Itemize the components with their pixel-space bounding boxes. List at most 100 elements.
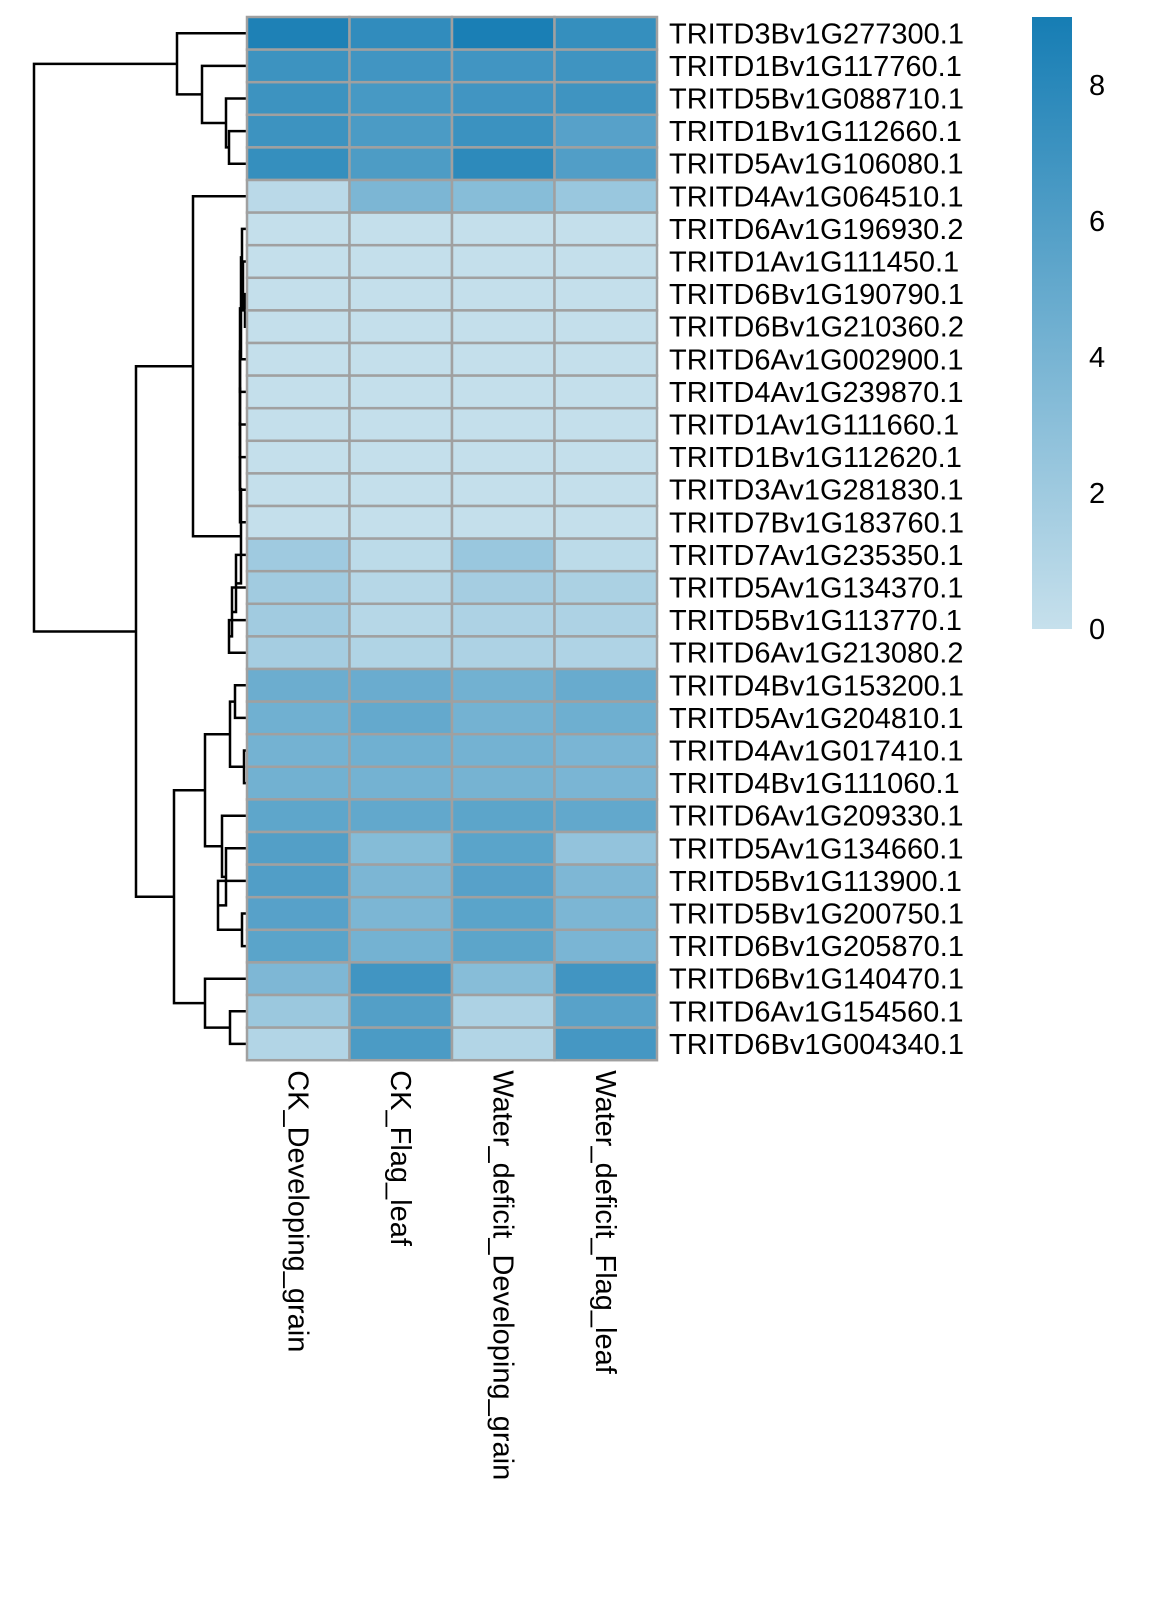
heatmap-cell — [245, 602, 351, 638]
heatmap-cell — [450, 341, 556, 377]
legend-tick-label: 0 — [1089, 614, 1105, 646]
heatmap-cell — [348, 961, 454, 997]
heatmap-cell — [348, 439, 454, 475]
dendrogram-branch — [203, 977, 247, 1029]
heatmap-cell — [553, 211, 659, 247]
heatmap-cell — [348, 537, 454, 573]
row-label: TRITD1Av1G111450.1 — [669, 247, 959, 279]
row-label: TRITD5Bv1G088710.1 — [669, 84, 964, 116]
row-label: TRITD1Bv1G117760.1 — [669, 51, 962, 83]
row-labels: TRITD3Bv1G277300.1TRITD1Bv1G117760.1TRIT… — [669, 18, 964, 1061]
heatmap-cell — [245, 276, 351, 312]
row-label: TRITD4Av1G064510.1 — [669, 181, 963, 213]
heatmap-cell — [348, 667, 454, 703]
heatmap-cell — [245, 504, 351, 540]
heatmap-cell — [348, 48, 454, 84]
heatmap-cell — [245, 439, 351, 475]
heatmap-cell — [450, 732, 556, 769]
heatmap-cell — [450, 178, 556, 214]
heatmap-cell — [245, 1026, 351, 1062]
column-label: Water_deficit_Developing_grain — [486, 1070, 518, 1480]
row-label: TRITD6Av1G154560.1 — [669, 996, 963, 1028]
heatmap-cell — [348, 80, 454, 117]
heatmap-cell — [245, 178, 351, 214]
row-label: TRITD5Bv1G113900.1 — [669, 866, 962, 898]
heatmap-cell — [553, 80, 659, 117]
heatmap-cell — [553, 993, 659, 1029]
heatmap-cell — [245, 48, 351, 84]
row-label: TRITD4Bv1G153200.1 — [669, 670, 964, 702]
heatmap-cell — [553, 48, 659, 84]
dendrogram-branch — [228, 700, 244, 769]
heatmap-cell — [553, 635, 659, 671]
heatmap-cell — [450, 537, 556, 573]
dendrogram-branch — [233, 684, 247, 720]
heatmap-cell — [245, 113, 351, 149]
heatmap-cell — [348, 993, 454, 1029]
row-label: TRITD6Bv1G190790.1 — [669, 279, 964, 311]
heatmap-cell — [553, 895, 659, 932]
legend-color-bar — [1032, 17, 1072, 629]
row-label: TRITD5Av1G134370.1 — [669, 573, 963, 605]
row-dendrogram — [32, 32, 247, 1046]
heatmap-cell — [348, 309, 454, 345]
row-label: TRITD6Av1G209330.1 — [669, 801, 963, 833]
row-label: TRITD5Bv1G113770.1 — [669, 605, 962, 637]
heatmap-cell — [450, 635, 556, 671]
dendrogram-branch — [229, 586, 247, 638]
heatmap-cell — [348, 863, 454, 899]
dendrogram-branch — [134, 365, 193, 898]
row-label: TRITD6Bv1G140470.1 — [669, 964, 964, 996]
row-label: TRITD4Av1G017410.1 — [669, 736, 963, 768]
heatmap-cell — [245, 243, 351, 280]
heatmap-cell — [553, 1026, 659, 1062]
dendrogram-branch — [227, 129, 247, 165]
heatmap-cell — [348, 276, 454, 312]
heatmap-cell — [245, 80, 351, 117]
heatmap-cell — [450, 48, 556, 84]
heatmap-cell — [450, 765, 556, 801]
row-label: TRITD6Bv1G210360.2 — [669, 312, 964, 344]
heatmap-cell — [348, 928, 454, 964]
row-label: TRITD7Bv1G183760.1 — [669, 507, 964, 539]
heatmap-cell — [348, 406, 454, 443]
heatmap-cell — [450, 895, 556, 932]
heatmap-cell — [450, 113, 556, 149]
heatmap-cell — [450, 276, 556, 312]
heatmap-cell — [245, 798, 351, 834]
heatmap-cell — [450, 309, 556, 345]
row-label: TRITD1Bv1G112620.1 — [669, 442, 962, 474]
heatmap-cell — [245, 993, 351, 1029]
heatmap-cell — [245, 211, 351, 247]
heatmap-cell — [450, 146, 556, 182]
row-label: TRITD3Av1G281830.1 — [669, 475, 963, 507]
heatmap-cell — [348, 635, 454, 671]
heatmap-cell — [348, 146, 454, 182]
heatmap-cell — [450, 15, 556, 51]
heatmap-cell — [553, 928, 659, 964]
heatmap-cell — [245, 961, 351, 997]
heatmap-cell — [553, 830, 659, 866]
heatmap-cell — [348, 211, 454, 247]
row-label: TRITD5Bv1G200750.1 — [669, 899, 964, 931]
heatmap-cell — [245, 667, 351, 703]
heatmap-cell — [553, 243, 659, 280]
heatmap-cell — [245, 928, 351, 964]
heatmap-cell — [245, 700, 351, 736]
heatmap-cell — [245, 732, 351, 769]
legend-tick-label: 2 — [1089, 478, 1105, 510]
heatmap-cell — [245, 146, 351, 182]
heatmap-cell — [450, 798, 556, 834]
heatmap-cell — [553, 146, 659, 182]
heatmap-cell — [245, 765, 351, 801]
heatmap-cell — [450, 1026, 556, 1062]
heatmap-cell — [245, 309, 351, 345]
heatmap-cell — [450, 569, 556, 606]
heatmap-cell — [553, 798, 659, 834]
heatmap-cell — [450, 700, 556, 736]
heatmap-cell — [245, 406, 351, 443]
heatmap-cell — [348, 765, 454, 801]
heatmap-cell — [553, 276, 659, 312]
heatmap-cell — [245, 15, 351, 51]
dendrogram-branch — [172, 788, 205, 1005]
